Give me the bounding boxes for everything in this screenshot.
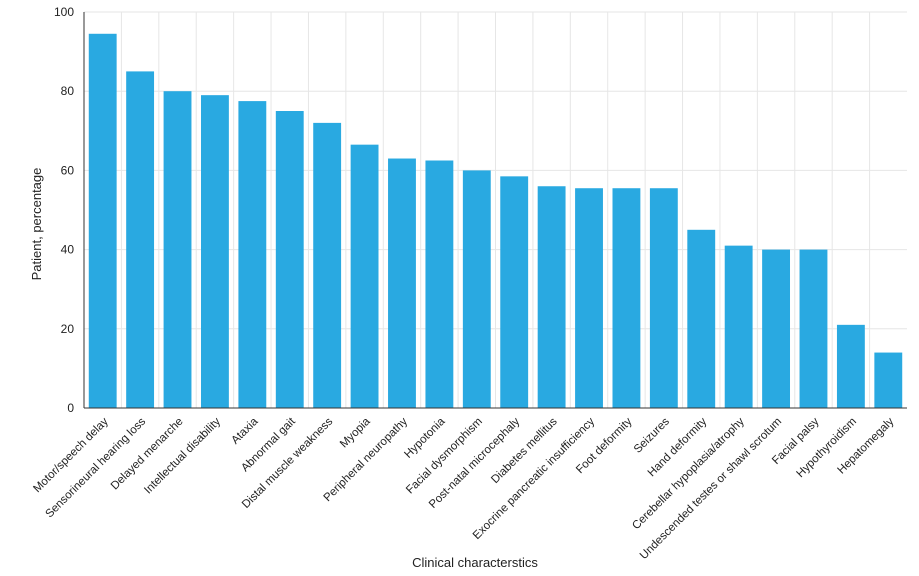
bar [200,95,229,408]
bar [462,170,491,408]
bar [649,188,678,408]
bar [575,188,603,408]
bar [388,158,416,408]
y-tick-label: 100 [54,5,74,19]
x-tick-label: Diabetes mellitus [489,415,560,486]
bar [88,33,117,408]
x-tick-label: Myopia [338,415,373,450]
bar [163,91,192,408]
bar [687,229,716,408]
bar [275,111,304,408]
bar [500,176,529,408]
x-tick-label: Ataxia [229,415,261,447]
bar [350,144,379,408]
x-tick-label: Intellectual disability [142,415,223,496]
bar [238,101,267,408]
y-tick-label: 0 [67,401,74,415]
bar [612,188,641,408]
bar [762,249,791,408]
x-tick-label: Undescended testes or shawl scrotum [638,416,784,562]
bar [836,324,865,408]
bar [874,352,903,408]
bar [425,160,454,408]
y-tick-label: 80 [61,84,75,98]
bar [799,249,828,408]
x-tick-label: Delayed menarche [109,416,186,493]
bar [126,71,155,409]
y-tick-labels: 0 20 40 60 80 100 [54,5,74,415]
y-tick-label: 40 [61,243,75,257]
bar [724,245,753,408]
bar [313,122,342,408]
axes [83,12,907,409]
y-tick-label: 20 [61,322,75,336]
y-axis-title: Patient, percentage [29,168,44,281]
y-tick-label: 60 [61,163,75,177]
bars [88,33,903,409]
bar [537,186,566,408]
x-axis-title: Clinical characterstics [412,555,538,570]
gridlines [84,11,907,408]
